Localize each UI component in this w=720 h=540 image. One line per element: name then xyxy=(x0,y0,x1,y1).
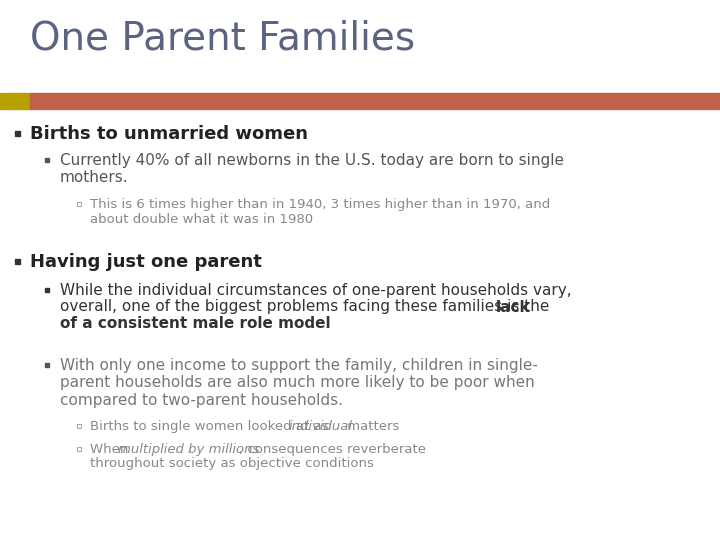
Text: One Parent Families: One Parent Families xyxy=(30,20,415,58)
Text: lack: lack xyxy=(495,300,530,314)
Text: With only one income to support the family, children in single-
parent household: With only one income to support the fami… xyxy=(60,358,538,408)
Text: multiplied by millions: multiplied by millions xyxy=(117,443,259,456)
Text: This is 6 times higher than in 1940, 3 times higher than in 1970, and
about doub: This is 6 times higher than in 1940, 3 t… xyxy=(90,198,550,226)
Bar xyxy=(14,131,19,136)
Bar xyxy=(45,158,49,162)
Text: matters: matters xyxy=(343,420,400,433)
Text: While the individual circumstances of one-parent households vary,: While the individual circumstances of on… xyxy=(60,283,572,298)
Text: of a consistent male role model: of a consistent male role model xyxy=(60,316,330,331)
Bar xyxy=(14,259,19,264)
Text: Currently 40% of all newborns in the U.S. today are born to single
mothers.: Currently 40% of all newborns in the U.S… xyxy=(60,153,564,185)
Text: Births to single women looked at as: Births to single women looked at as xyxy=(90,420,333,433)
Text: When: When xyxy=(90,443,132,456)
Bar xyxy=(45,363,49,367)
Text: Having just one parent: Having just one parent xyxy=(30,253,262,271)
Bar xyxy=(0,93,30,109)
Text: throughout society as objective conditions: throughout society as objective conditio… xyxy=(90,457,374,470)
Bar xyxy=(77,447,81,451)
Text: overall, one of the biggest problems facing these families is the: overall, one of the biggest problems fac… xyxy=(60,300,554,314)
Bar xyxy=(77,424,81,428)
Text: Births to unmarried women: Births to unmarried women xyxy=(30,125,308,143)
Bar xyxy=(30,93,720,109)
Bar xyxy=(77,202,81,206)
Bar xyxy=(45,288,49,292)
Text: , consequences reverberate: , consequences reverberate xyxy=(239,443,426,456)
Text: individual: individual xyxy=(288,420,352,433)
